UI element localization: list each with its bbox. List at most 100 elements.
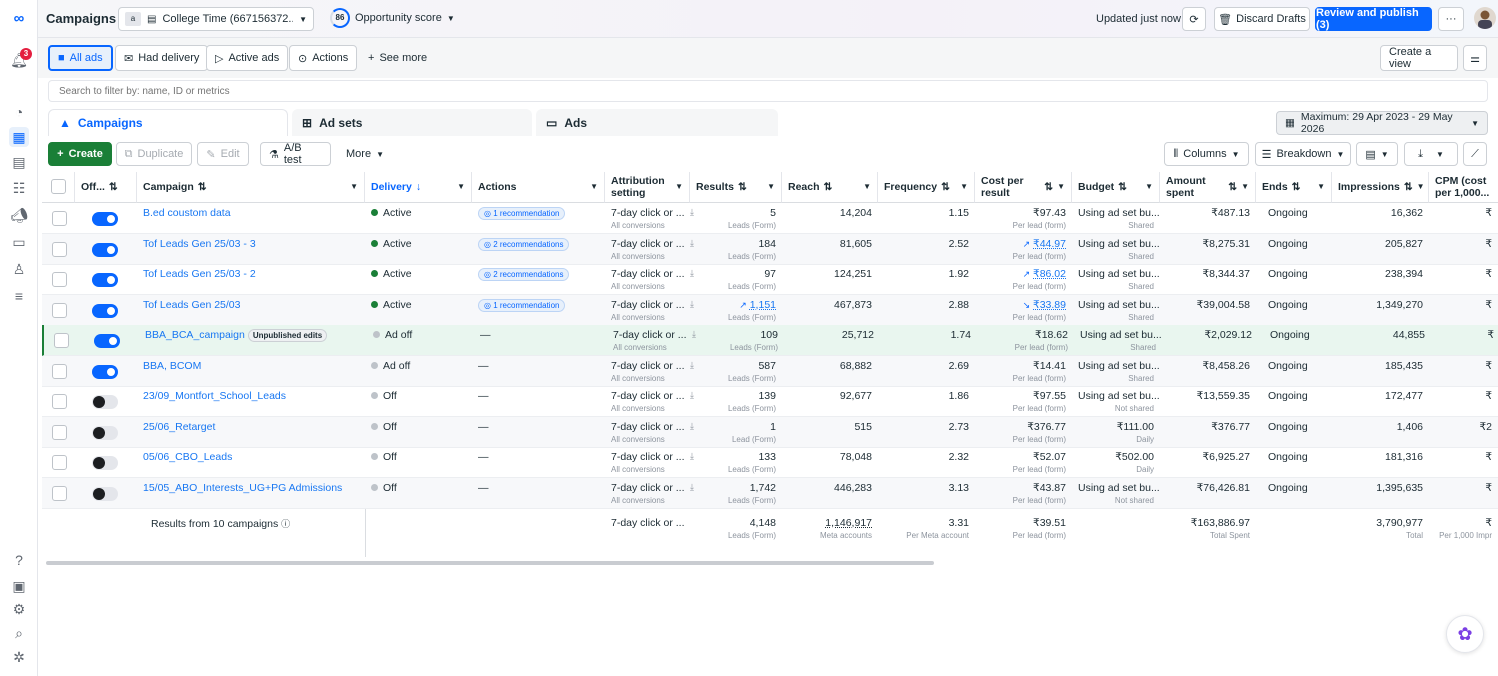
campaign-toggle[interactable]: [92, 242, 118, 257]
header-cpm[interactable]: CPM (cost per 1,000...: [1429, 172, 1498, 203]
billing-card-icon[interactable]: ▭: [12, 233, 26, 250]
header-off-on[interactable]: Off... ⇅: [75, 172, 137, 203]
ab-test-button[interactable]: ⚗ A/B test: [260, 142, 331, 166]
campaign-toggle[interactable]: [92, 395, 118, 409]
header-impressions[interactable]: Impressions ⇅ ▼: [1332, 172, 1429, 203]
recommendation-badge[interactable]: ◎ 1 recommendation: [478, 298, 566, 312]
header-select-all[interactable]: [42, 172, 75, 203]
recommendation-badge[interactable]: ◎ 2 recommendations: [478, 237, 570, 251]
search-input[interactable]: [48, 80, 1488, 102]
row-checkbox[interactable]: [52, 211, 67, 226]
more-menu-button[interactable]: More ▼: [340, 142, 390, 166]
table-row[interactable]: B.ed coustom data Active ◎ 1 recommendatio…: [42, 203, 1498, 234]
header-delivery[interactable]: Delivery ↓ ▼: [365, 172, 472, 203]
recommendation-badge[interactable]: ◎ 1 recommendation: [478, 207, 566, 220]
news-feed-icon[interactable]: ▣: [12, 577, 26, 594]
search-icon[interactable]: ⌕: [15, 624, 23, 641]
filter-active-ads[interactable]: ▷ Active ads: [206, 45, 289, 71]
ads-manager-table-icon[interactable]: ▦: [9, 127, 29, 147]
row-checkbox[interactable]: [52, 302, 67, 318]
refresh-button[interactable]: ⟳: [1182, 7, 1206, 31]
info-icon[interactable]: ⓘ: [281, 519, 291, 529]
header-actions[interactable]: Actions ▼: [472, 172, 605, 203]
campaign-toggle[interactable]: [92, 456, 118, 470]
create-button[interactable]: + Create: [48, 142, 112, 166]
create-a-view-button[interactable]: Create a view: [1380, 45, 1458, 71]
table-row[interactable]: BBA_BCA_campaign Unpublished edits Ad off —…: [42, 325, 1498, 356]
filter-had-delivery[interactable]: ✉ Had delivery: [115, 45, 209, 71]
recommendation-badge[interactable]: ◎ 2 recommendations: [478, 268, 570, 281]
pages-icon[interactable]: ▤: [12, 153, 26, 170]
table-row[interactable]: 15/05_ABO_Interests_UG+PG Admissions Off —…: [42, 477, 1498, 509]
row-checkbox[interactable]: [52, 272, 67, 287]
ai-assistant-button[interactable]: ✿: [1446, 615, 1484, 653]
row-checkbox[interactable]: [52, 424, 67, 440]
settings-gear-icon[interactable]: ⚙: [12, 600, 26, 617]
see-more-filters[interactable]: + See more: [368, 52, 427, 64]
tab-ads[interactable]: ▭ Ads: [536, 109, 778, 136]
columns-button[interactable]: ⦀ Columns ▼: [1164, 142, 1249, 166]
campaign-name-link[interactable]: 05/06_CBO_Leads: [143, 451, 233, 463]
campaign-name-link[interactable]: BBA, BCOM: [143, 359, 202, 372]
meta-logo-icon[interactable]: ∞: [13, 9, 25, 27]
campaign-name-link[interactable]: B.ed coustom data: [143, 207, 231, 219]
review-and-publish-button[interactable]: Review and publish (3): [1315, 7, 1432, 31]
header-frequency[interactable]: Frequency ⇅ ▼: [878, 172, 975, 203]
table-row[interactable]: BBA, BCOM Ad off — 7-day click or ... All co…: [42, 355, 1498, 387]
campaign-name-link[interactable]: 25/06_Retarget: [143, 420, 216, 433]
filter-actions[interactable]: ⊙ Actions: [289, 45, 358, 71]
row-checkbox[interactable]: [54, 333, 69, 348]
table-row[interactable]: 23/09_Montfort_School_Leads Off — 7-day cli…: [42, 386, 1498, 417]
tab-campaigns[interactable]: ▲ Campaigns: [48, 109, 288, 136]
table-row[interactable]: Tof Leads Gen 25/03 Active ◎ 1 recommendat…: [42, 294, 1498, 326]
avatar[interactable]: [1474, 7, 1496, 29]
opportunity-score[interactable]: 86 Opportunity score ▼: [330, 8, 455, 28]
campaign-toggle[interactable]: [92, 486, 118, 501]
campaign-name-link[interactable]: Tof Leads Gen 25/03 - 2: [143, 268, 256, 280]
all-tools-menu-icon[interactable]: ≡: [14, 288, 24, 304]
campaign-name-link[interactable]: BBA_BCA_campaign: [145, 329, 245, 341]
breakdown-button[interactable]: ☰ Breakdown ▼: [1255, 142, 1351, 166]
table-row[interactable]: 25/06_Retarget Off — 7-day click or ... All …: [42, 416, 1498, 448]
campaign-toggle[interactable]: [92, 425, 118, 440]
bug-report-icon[interactable]: ✲: [13, 648, 25, 665]
header-budget[interactable]: Budget ⇅ ▼: [1072, 172, 1160, 203]
campaign-name-link[interactable]: Tof Leads Gen 25/03 - 3: [143, 237, 256, 250]
campaign-name-link[interactable]: Tof Leads Gen 25/03: [143, 298, 241, 311]
campaign-toggle[interactable]: [92, 364, 118, 379]
table-row[interactable]: Tof Leads Gen 25/03 - 3 Active ◎ 2 recomme…: [42, 233, 1498, 265]
header-amount-spent[interactable]: Amount spent ⇅ ▼: [1160, 172, 1256, 203]
table-row[interactable]: 05/06_CBO_Leads Off — 7-day click or ... All…: [42, 447, 1498, 478]
campaign-toggle[interactable]: [92, 273, 118, 287]
charts-button[interactable]: ⟋: [1463, 142, 1487, 166]
header-results[interactable]: Results ⇅ ▼: [690, 172, 782, 203]
export-button[interactable]: ⤓ ▼: [1404, 142, 1458, 166]
discard-drafts-button[interactable]: 🗑︎ Discard Drafts: [1214, 7, 1310, 31]
row-checkbox[interactable]: [52, 241, 67, 257]
campaign-toggle[interactable]: [92, 303, 118, 318]
campaign-toggle[interactable]: [94, 334, 120, 348]
filter-all-ads[interactable]: ■ All ads: [48, 45, 113, 71]
header-cost-per-result[interactable]: Cost per result ⇅ ▼: [975, 172, 1072, 203]
select-all-checkbox[interactable]: [51, 179, 66, 194]
campaign-name-link[interactable]: 23/09_Montfort_School_Leads: [143, 390, 287, 402]
header-attribution[interactable]: Attribution setting ▼: [605, 172, 690, 203]
more-options-button[interactable]: ···: [1438, 7, 1464, 31]
date-range-picker[interactable]: ▦ Maximum: 29 Apr 2023 - 29 May 2026 ▼: [1276, 111, 1488, 135]
campaign-toggle[interactable]: [92, 212, 118, 226]
megaphone-icon[interactable]: 📣︎: [10, 206, 28, 223]
duplicate-button[interactable]: ⧉ Duplicate: [116, 142, 192, 166]
row-checkbox[interactable]: [52, 455, 67, 470]
header-reach[interactable]: Reach ⇅ ▼: [782, 172, 878, 203]
tab-ad-sets[interactable]: ⊞ Ad sets: [292, 109, 532, 136]
edit-button[interactable]: ✎ Edit: [197, 142, 249, 166]
campaign-name-link[interactable]: 15/05_ABO_Interests_UG+PG Admissions: [143, 481, 343, 494]
header-campaign[interactable]: Campaign ⇅ ▼: [137, 172, 365, 203]
view-settings-button[interactable]: ⚌: [1463, 45, 1487, 71]
row-checkbox[interactable]: [52, 394, 67, 409]
row-checkbox[interactable]: [52, 485, 67, 501]
horizontal-scrollbar[interactable]: [46, 561, 934, 565]
account-selector[interactable]: a ▤ College Time (667156372... ▼: [118, 7, 314, 31]
help-icon[interactable]: ?: [15, 552, 23, 568]
table-row[interactable]: Tof Leads Gen 25/03 - 2 Active ◎ 2 recomme…: [42, 264, 1498, 295]
